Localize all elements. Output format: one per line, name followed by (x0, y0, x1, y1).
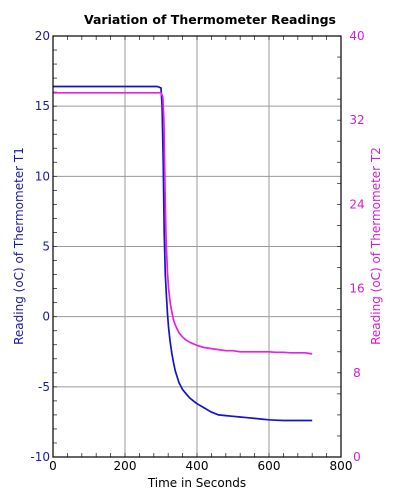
left-y-tick-label: -5 (38, 380, 50, 394)
right-y-tick-labels: 0 8 16 24 32 40 (349, 29, 364, 464)
data-series (53, 85, 313, 422)
x-tick-label: 0 (49, 459, 57, 473)
x-tick-label: 800 (330, 459, 353, 473)
left-y-tick-label: 5 (42, 240, 50, 254)
grid-lines (53, 36, 341, 457)
x-tick-label: 600 (258, 459, 281, 473)
right-y-tick-label: 0 (353, 450, 361, 464)
minor-ticks (53, 36, 341, 457)
left-y-tick-label: 10 (35, 169, 50, 183)
x-axis-label: Time in Seconds (147, 476, 246, 490)
left-y-tick-label: 15 (35, 99, 50, 113)
right-y-axis-label: Reading (oC) of Thermometer T2 (369, 147, 383, 345)
x-tick-labels: 0 200 400 600 800 (49, 459, 352, 473)
series-t1-line (53, 85, 313, 422)
right-y-tick-label: 8 (353, 366, 361, 380)
series-t2-line (53, 91, 313, 355)
plot-frame (52, 35, 342, 458)
right-y-tick-label: 16 (349, 282, 364, 296)
right-y-tick-label: 32 (349, 113, 364, 127)
x-tick-label: 200 (114, 459, 137, 473)
chart-title: Variation of Thermometer Readings (84, 12, 336, 27)
left-y-axis-label: Reading (oC) of Thermometer T1 (12, 147, 26, 345)
left-y-tick-label: -10 (30, 450, 50, 464)
right-y-tick-label: 40 (349, 29, 364, 43)
x-tick-label: 400 (186, 459, 209, 473)
left-y-tick-label: 0 (42, 310, 50, 324)
left-y-tick-label: 20 (35, 29, 50, 43)
right-y-tick-label: 24 (349, 197, 364, 211)
left-y-tick-labels: -10 -5 0 5 10 15 20 (30, 29, 50, 464)
